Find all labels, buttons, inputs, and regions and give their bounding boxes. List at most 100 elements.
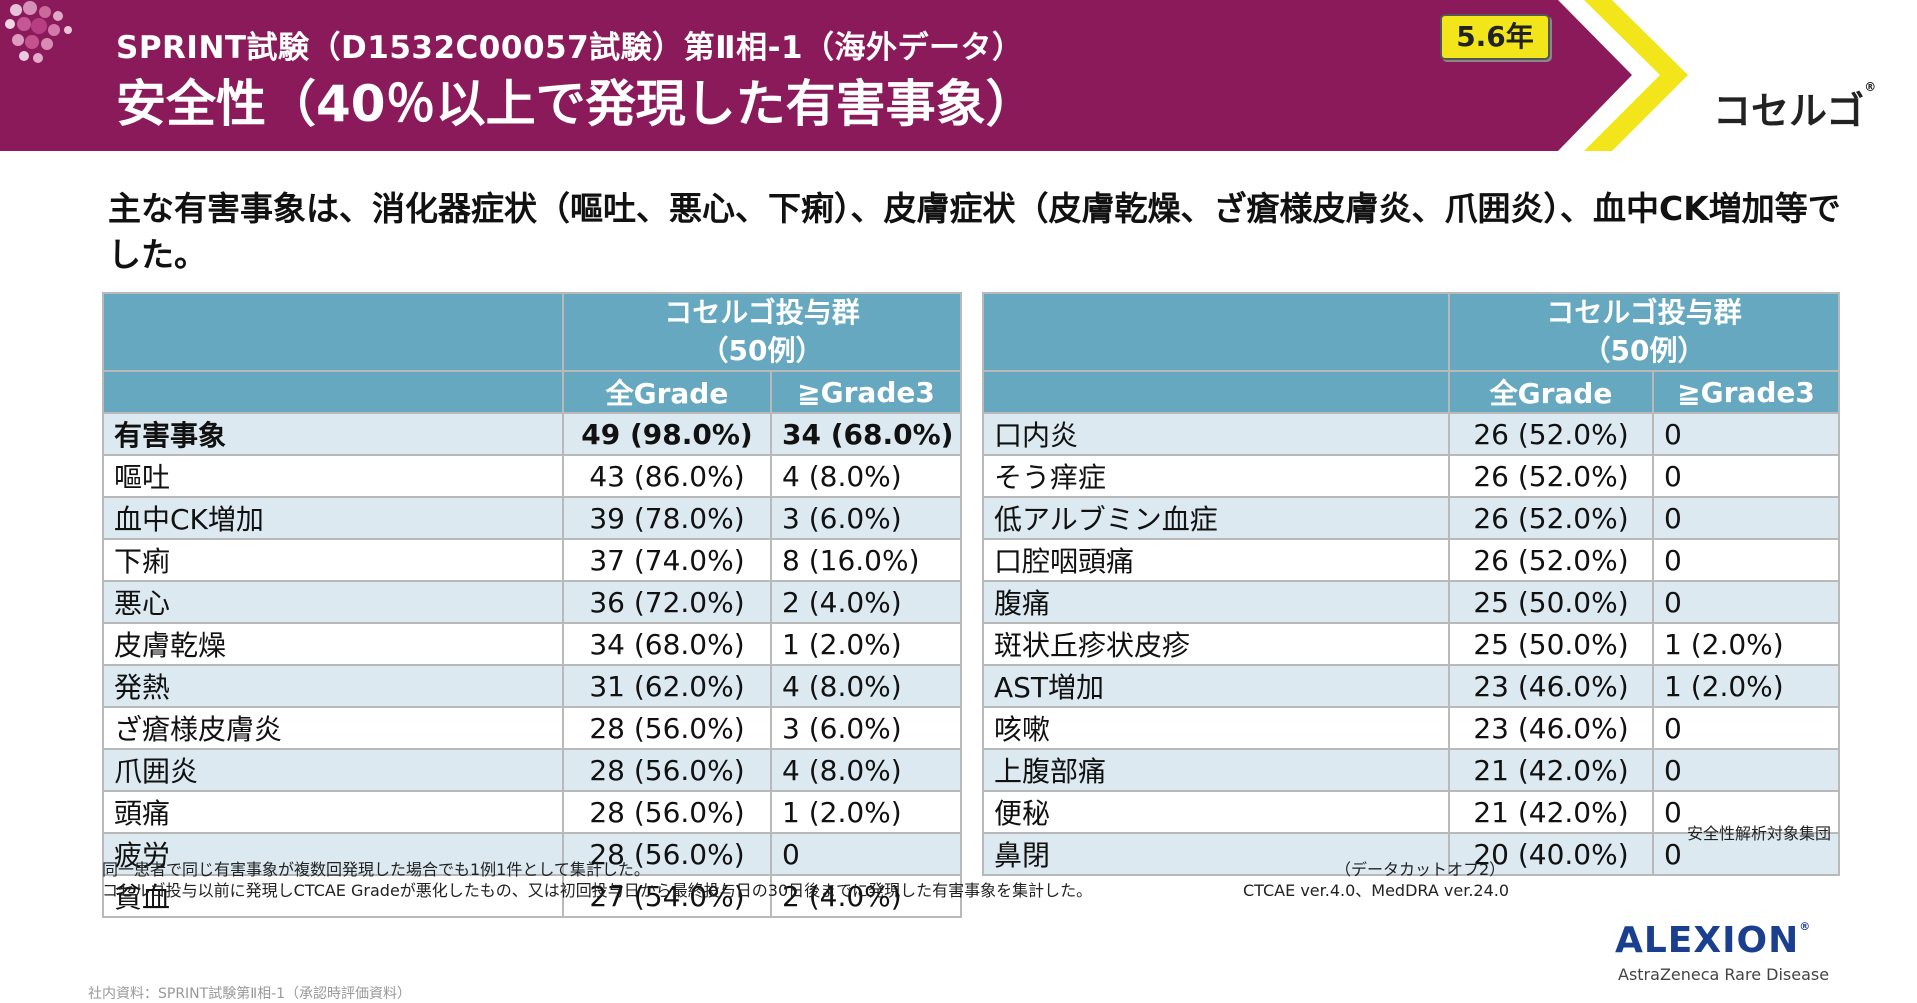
table-row: 頭痛 28 (56.0%) 1 (2.0%) — [102, 790, 963, 834]
event-name-cell: 悪心 — [102, 580, 564, 624]
grade3-cell: 0 — [1651, 412, 1841, 456]
col-header-grade3: ≧Grade3 — [769, 370, 963, 414]
all-grade-cell: 21 (42.0%) — [1448, 790, 1654, 834]
all-grade-cell: 28 (56.0%) — [562, 832, 772, 876]
all-grade-cell: 37 (74.0%) — [562, 538, 772, 582]
table-row: AST増加 23 (46.0%) 1 (2.0%) — [982, 664, 1841, 708]
table-row: 上腹部痛 21 (42.0%) 0 — [982, 748, 1841, 792]
grade3-cell: 0 — [1651, 580, 1841, 624]
all-grade-cell: 26 (52.0%) — [1448, 412, 1654, 456]
grade3-cell: 1 (2.0%) — [1651, 622, 1841, 666]
event-name-cell: 咳嗽 — [982, 706, 1450, 750]
table-row: 疲労 28 (56.0%) 0 — [102, 832, 963, 876]
event-name-cell: 血中CK増加 — [102, 496, 564, 540]
event-name-cell: 疲労 — [102, 832, 564, 876]
grade3-cell: 2 (4.0%) — [769, 874, 963, 918]
grade3-cell: 3 (6.0%) — [769, 496, 963, 540]
table-row: 皮膚乾燥 34 (68.0%) 1 (2.0%) — [102, 622, 963, 666]
brand-registered-mark: ® — [1864, 80, 1877, 94]
group-header-count: （50例） — [1582, 334, 1706, 367]
table-row: 有害事象 49 (98.0%) 34 (68.0%) — [102, 412, 963, 456]
table-row: 血中CK増加 39 (78.0%) 3 (6.0%) — [102, 496, 963, 540]
all-grade-cell: 49 (98.0%) — [562, 412, 772, 456]
table-row: 悪心 36 (72.0%) 2 (4.0%) — [102, 580, 963, 624]
event-name-cell: 腹痛 — [982, 580, 1450, 624]
lead-summary: 主な有害事象は、消化器症状（嘔吐、悪心、下痢）、皮膚症状（皮膚乾燥、ざ瘡様皮膚炎… — [108, 189, 1841, 274]
table-row: 斑状丘疹状皮疹 25 (50.0%) 1 (2.0%) — [982, 622, 1841, 666]
all-grade-cell: 43 (86.0%) — [562, 454, 772, 498]
event-name-cell: 貧血 — [102, 874, 564, 918]
footnote-2: コセルゴ投与以前に発現しCTCAE Gradeが悪化したもの、又は初回投与日から… — [102, 881, 1093, 900]
all-grade-cell: 36 (72.0%) — [562, 580, 772, 624]
grade3-cell: 0 — [1651, 832, 1841, 876]
all-grade-cell: 31 (62.0%) — [562, 664, 772, 708]
grade3-cell: 0 — [1651, 706, 1841, 750]
data-cutoff-note: （データカットオフ2） — [1335, 860, 1506, 879]
table-row: 下痢 37 (74.0%) 8 (16.0%) — [102, 538, 963, 582]
event-name-cell: 低アルブミン血症 — [982, 496, 1450, 540]
event-name-cell: 口内炎 — [982, 412, 1450, 456]
all-grade-cell: 39 (78.0%) — [562, 496, 772, 540]
slide-title: 安全性（40％以上で発現した有害事象） — [116, 75, 1036, 133]
event-name-cell: AST増加 — [982, 664, 1450, 708]
table-row: 便秘 21 (42.0%) 0 — [982, 790, 1841, 834]
table-row: 貧血 27 (54.0%) 2 (4.0%) — [102, 874, 963, 918]
event-name-cell: 口腔咽頭痛 — [982, 538, 1450, 582]
all-grade-cell: 21 (42.0%) — [1448, 748, 1654, 792]
event-name-cell: そう痒症 — [982, 454, 1450, 498]
table-row: そう痒症 26 (52.0%) 0 — [982, 454, 1841, 498]
event-name-cell: 斑状丘疹状皮疹 — [982, 622, 1450, 666]
table-row: 口腔咽頭痛 26 (52.0%) 0 — [982, 538, 1841, 582]
group-header: コセルゴ投与群 （50例） — [1447, 292, 1841, 372]
grade3-cell: 4 (8.0%) — [769, 664, 963, 708]
grade3-cell: 1 (2.0%) — [769, 622, 963, 666]
all-grade-cell: 28 (56.0%) — [562, 790, 772, 834]
all-grade-cell: 27 (54.0%) — [562, 874, 772, 918]
all-grade-cell: 25 (50.0%) — [1448, 580, 1654, 624]
grade3-cell: 0 — [769, 832, 963, 876]
grade3-cell: 0 — [1651, 748, 1841, 792]
grade3-cell: 1 (2.0%) — [1651, 664, 1841, 708]
grade3-cell: 1 (2.0%) — [769, 790, 963, 834]
event-name-cell: 下痢 — [102, 538, 564, 582]
footnote-1: 同一患者で同じ有害事象が複数回発現した場合でも1例1件として集計した。 — [102, 860, 650, 879]
header-blank-cell — [982, 292, 1450, 372]
adverse-events-table-right: コセルゴ投与群 （50例） 全Grade ≧Grade3 口内炎 26 (52.0… — [982, 292, 1841, 876]
grade3-cell: 4 (8.0%) — [769, 748, 963, 792]
header-band: SPRINT試験（D1532C00057試験）第Ⅱ相-1（海外データ） 安全性（… — [0, 0, 1917, 151]
grade3-cell: 0 — [1651, 496, 1841, 540]
all-grade-cell: 23 (46.0%) — [1448, 664, 1654, 708]
analysis-population-note: 安全性解析対象集団 — [1686, 824, 1831, 843]
event-name-cell: ざ瘡様皮膚炎 — [102, 706, 564, 750]
header-blank-cell — [982, 370, 1450, 414]
table-row: 嘔吐 43 (86.0%) 4 (8.0%) — [102, 454, 963, 498]
brand-logo-icon — [5, 1, 72, 63]
table-row: 咳嗽 23 (46.0%) 0 — [982, 706, 1841, 750]
col-header-all-grade: 全Grade — [562, 370, 772, 414]
grade3-cell: 0 — [1651, 454, 1841, 498]
grade3-cell: 34 (68.0%) — [769, 412, 963, 456]
grade3-cell: 8 (16.0%) — [769, 538, 963, 582]
all-grade-cell: 23 (46.0%) — [1448, 706, 1654, 750]
all-grade-cell: 28 (56.0%) — [562, 748, 772, 792]
brand-name: コセルゴ® — [1713, 80, 1877, 133]
grade3-cell: 3 (6.0%) — [769, 706, 963, 750]
all-grade-cell: 34 (68.0%) — [562, 622, 772, 666]
dictionary-versions-note: CTCAE ver.4.0、MedDRA ver.24.0 — [1243, 881, 1510, 900]
source-note: 社内資料：SPRINT試験第Ⅱ相-1（承認時評価資料） — [88, 986, 412, 1002]
all-grade-cell: 26 (52.0%) — [1448, 454, 1654, 498]
alexion-registered-mark: ® — [1799, 920, 1812, 933]
event-name-cell: 嘔吐 — [102, 454, 564, 498]
grade3-cell: 0 — [1651, 538, 1841, 582]
event-name-cell: 頭痛 — [102, 790, 564, 834]
header-background — [0, 0, 1917, 151]
event-name-cell: 皮膚乾燥 — [102, 622, 564, 666]
table-row: 低アルブミン血症 26 (52.0%) 0 — [982, 496, 1841, 540]
event-name-cell: 上腹部痛 — [982, 748, 1450, 792]
event-name-cell: 便秘 — [982, 790, 1450, 834]
grade3-cell: 2 (4.0%) — [769, 580, 963, 624]
event-name-cell: 発熱 — [102, 664, 564, 708]
grade3-cell: 0 — [1651, 790, 1841, 834]
company-tagline: AstraZeneca Rare Disease — [1618, 965, 1830, 984]
group-header: コセルゴ投与群 （50例） — [561, 292, 963, 372]
